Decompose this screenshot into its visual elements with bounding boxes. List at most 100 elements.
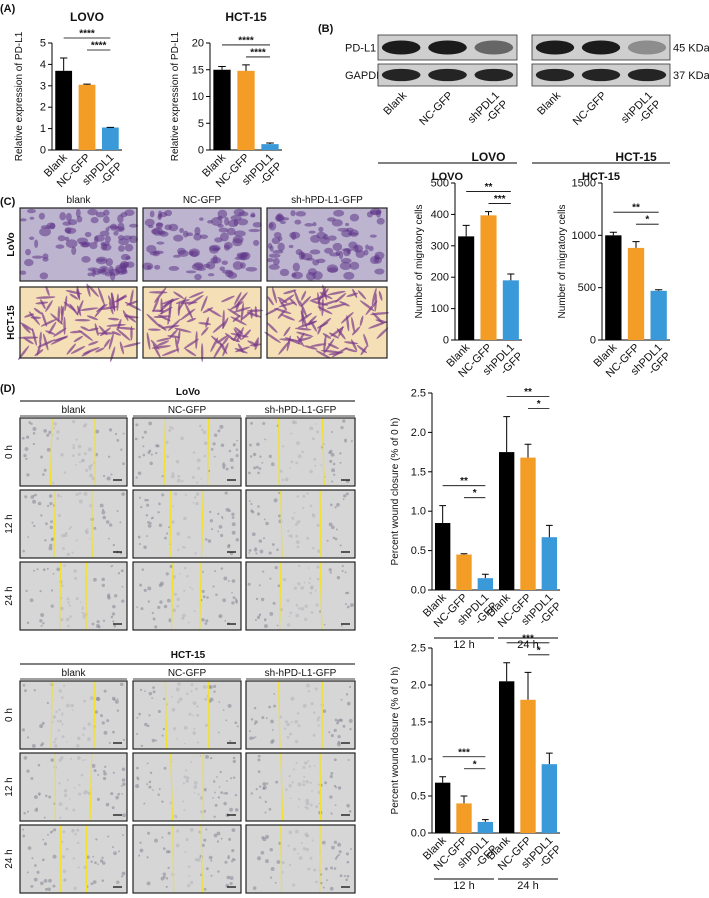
- cell: [330, 812, 333, 815]
- cell: [232, 756, 236, 760]
- micrograph-border: [245, 561, 356, 631]
- cell: [52, 854, 57, 859]
- cell: [110, 272, 116, 281]
- cell: [322, 333, 332, 339]
- cell: [225, 270, 234, 278]
- bar: [627, 247, 645, 340]
- micrograph: [133, 562, 241, 630]
- cell: [25, 589, 28, 593]
- cell: [300, 586, 305, 590]
- cell: [149, 771, 153, 775]
- cell: [302, 847, 307, 851]
- cell: [332, 536, 336, 540]
- chart-title: LOVO: [471, 150, 505, 164]
- cell: [231, 512, 235, 516]
- cell: [307, 834, 310, 837]
- cell: [85, 530, 89, 534]
- cell: [351, 339, 358, 352]
- error-bar: [481, 819, 489, 822]
- cell: [223, 576, 228, 581]
- cell: [300, 310, 308, 329]
- cell: [96, 620, 100, 624]
- cell: [212, 780, 216, 783]
- wound-edge: [53, 489, 56, 559]
- cell: [45, 286, 50, 297]
- cell: [107, 537, 110, 540]
- cell: [344, 603, 347, 606]
- cell: [299, 300, 308, 318]
- cell: [51, 481, 55, 484]
- micrograph-border: [245, 489, 356, 559]
- cell: [158, 502, 161, 506]
- cell: [144, 218, 155, 227]
- cell: [345, 852, 349, 856]
- cell: [218, 227, 229, 233]
- cell: [216, 831, 221, 836]
- cell: [336, 742, 341, 747]
- cell: [90, 882, 94, 886]
- wound-edge: [89, 752, 93, 822]
- wound-edge: [319, 489, 322, 559]
- cell: [82, 733, 85, 736]
- cell: [150, 517, 153, 520]
- cell: [229, 881, 233, 886]
- cell: [103, 689, 107, 693]
- cell: [310, 585, 314, 590]
- cell: [333, 728, 337, 733]
- significance-label: **: [460, 476, 468, 487]
- cell: [81, 458, 85, 462]
- cell: [328, 522, 333, 527]
- cell: [324, 867, 328, 871]
- cell: [135, 423, 139, 427]
- cell: [262, 422, 266, 425]
- cell: [264, 618, 267, 621]
- significance-label: *: [473, 488, 477, 499]
- cell: [117, 234, 124, 241]
- cell: [253, 706, 257, 710]
- cell: [333, 758, 337, 762]
- cell: [72, 808, 76, 812]
- cell: [309, 469, 313, 474]
- cell: [315, 350, 332, 359]
- cell: [305, 806, 309, 810]
- cell: [214, 570, 217, 573]
- cell: [294, 327, 312, 331]
- bar: [477, 821, 494, 833]
- micrograph: [20, 825, 127, 893]
- cell: [294, 719, 298, 724]
- cell: [60, 606, 64, 611]
- cell: [357, 290, 367, 300]
- cell: [200, 343, 204, 363]
- cell: [255, 597, 259, 601]
- cell: [116, 698, 119, 700]
- cell: [22, 834, 26, 838]
- cell: [329, 886, 334, 891]
- cell: [273, 231, 282, 239]
- cell: [246, 312, 262, 318]
- error-bar: [83, 83, 91, 85]
- cell: [102, 508, 105, 511]
- cell: [71, 709, 74, 712]
- cell: [288, 534, 292, 538]
- cell: [256, 512, 261, 516]
- cell: [116, 709, 120, 712]
- cell: [250, 503, 253, 506]
- cell: [138, 455, 141, 459]
- cell: [371, 287, 377, 306]
- cell: [147, 600, 150, 603]
- cell: [312, 733, 316, 737]
- cell: [158, 583, 163, 588]
- cell: [344, 347, 357, 353]
- cell: [99, 230, 110, 237]
- cell: [304, 604, 308, 608]
- y-tick-label: 1: [40, 123, 46, 135]
- error-bar: [545, 524, 553, 538]
- cell: [235, 301, 240, 311]
- cell: [141, 436, 145, 439]
- cell: [147, 831, 151, 835]
- cell: [328, 332, 340, 339]
- cell: [85, 532, 88, 535]
- cell: [26, 871, 29, 874]
- cell: [151, 697, 154, 699]
- cell: [216, 335, 229, 344]
